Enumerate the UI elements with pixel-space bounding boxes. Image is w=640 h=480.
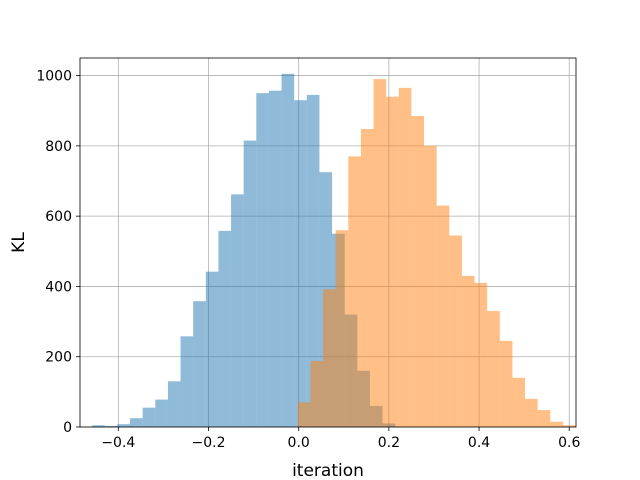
histogram-bar xyxy=(243,140,257,428)
histogram-bar xyxy=(180,336,194,427)
histogram-bar xyxy=(424,145,437,427)
y-tick-label: 1000 xyxy=(36,69,72,85)
axis-ticks: −0.4 −0.2 0.0 0.2 0.4 0.6 0 200 400 600 800 1000 xyxy=(36,69,580,451)
x-tick-label: −0.2 xyxy=(192,435,226,451)
histogram-bar xyxy=(411,115,425,427)
x-tick-label: 0.4 xyxy=(468,435,490,451)
histogram-bar xyxy=(474,282,488,427)
histogram-bar xyxy=(130,418,143,427)
x-tick-label: 0.6 xyxy=(558,435,580,451)
histogram-bar xyxy=(386,96,399,428)
histogram-bar xyxy=(550,421,563,427)
histogram-bar xyxy=(512,377,526,427)
histogram-bar xyxy=(104,425,118,427)
x-tick-label: −0.4 xyxy=(101,435,135,451)
histogram-bar xyxy=(231,194,244,427)
y-tick-label: 400 xyxy=(45,279,72,295)
histogram-bar xyxy=(487,311,500,427)
histogram-bar xyxy=(142,407,156,427)
histogram-bar xyxy=(92,425,105,427)
y-tick-label: 0 xyxy=(63,420,72,436)
histogram-bar xyxy=(167,381,181,427)
histogram-bar xyxy=(193,301,206,427)
histogram-bar xyxy=(335,230,349,427)
histogram-bar xyxy=(348,156,361,427)
bars xyxy=(92,73,576,428)
histogram-bar xyxy=(155,399,168,427)
x-tick-label: 0.0 xyxy=(288,435,310,451)
histogram-bar xyxy=(205,271,219,427)
histogram-bar xyxy=(268,90,282,427)
plot-frame xyxy=(79,57,577,428)
histogram-bar xyxy=(373,79,387,427)
histogram-bar xyxy=(461,275,475,427)
y-tick-label: 600 xyxy=(45,209,72,225)
histogram-bar xyxy=(360,128,374,427)
y-tick-label: 800 xyxy=(45,139,72,155)
histogram-bar xyxy=(537,410,551,427)
histogram-bar xyxy=(525,398,538,427)
histogram-bar xyxy=(218,230,232,427)
histogram-bar xyxy=(449,235,462,427)
histogram-bar xyxy=(306,94,320,428)
histogram-bar xyxy=(297,402,311,427)
histogram-bar xyxy=(398,87,412,427)
series-1 xyxy=(297,79,576,428)
histogram-bar xyxy=(436,205,450,427)
y-tick-label: 200 xyxy=(45,350,72,366)
histogram-bar xyxy=(310,360,324,427)
histogram-bar xyxy=(562,425,576,427)
histogram-bar xyxy=(256,93,269,428)
y-axis-label: KL xyxy=(9,232,29,253)
histogram-bar xyxy=(499,340,513,427)
histogram-bar xyxy=(117,424,131,427)
histogram-bar xyxy=(294,100,307,428)
histogram-bar xyxy=(323,289,336,427)
histogram-bar xyxy=(281,73,295,428)
x-axis-label: iteration xyxy=(292,461,364,480)
x-tick-label: 0.2 xyxy=(378,435,400,451)
